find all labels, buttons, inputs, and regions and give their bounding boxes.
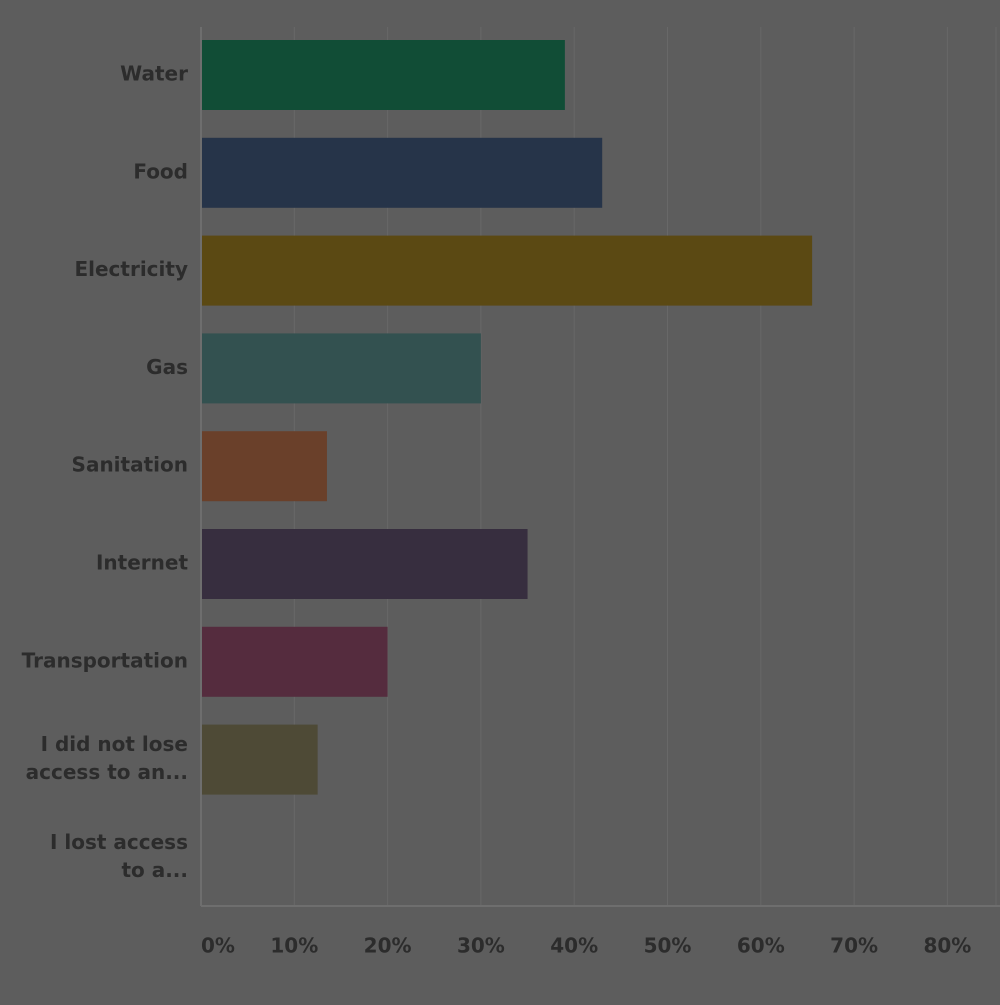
bar <box>201 235 813 306</box>
x-tick-label: 20% <box>364 934 412 958</box>
bar <box>201 724 318 795</box>
bar <box>201 40 565 110</box>
category-labels: Water Food Electricity Gas Sanitation Interne… <box>22 62 189 882</box>
category-label: access to an... <box>26 760 188 784</box>
category-label: Internet <box>96 551 188 575</box>
category-label: Electricity <box>74 257 188 281</box>
category-label: to a... <box>121 858 188 882</box>
x-tick-label: 0% <box>201 934 235 958</box>
category-label: Water <box>120 62 188 86</box>
x-tick-label: 60% <box>737 934 785 958</box>
category-label: Sanitation <box>72 453 188 477</box>
x-tick-labels: 0% 10% 20% 30% 40% 50% 60% 70% 80% <box>201 934 971 958</box>
bar <box>201 137 603 208</box>
category-label: Food <box>133 159 188 183</box>
x-tick-label: 70% <box>830 934 878 958</box>
category-label: I did not lose <box>41 732 188 756</box>
x-tick-label: 10% <box>270 934 318 958</box>
bar <box>201 431 327 502</box>
category-label: I lost access <box>50 830 188 854</box>
bar <box>201 626 388 697</box>
category-label: Gas <box>146 355 188 379</box>
x-tick-label: 80% <box>923 934 971 958</box>
bar <box>201 529 528 599</box>
axes <box>200 27 1000 907</box>
bars <box>201 40 813 795</box>
x-tick-label: 40% <box>550 934 598 958</box>
category-label: Transportation <box>22 648 188 672</box>
x-tick-label: 30% <box>457 934 505 958</box>
x-tick-label: 50% <box>644 934 692 958</box>
bar <box>201 333 481 404</box>
